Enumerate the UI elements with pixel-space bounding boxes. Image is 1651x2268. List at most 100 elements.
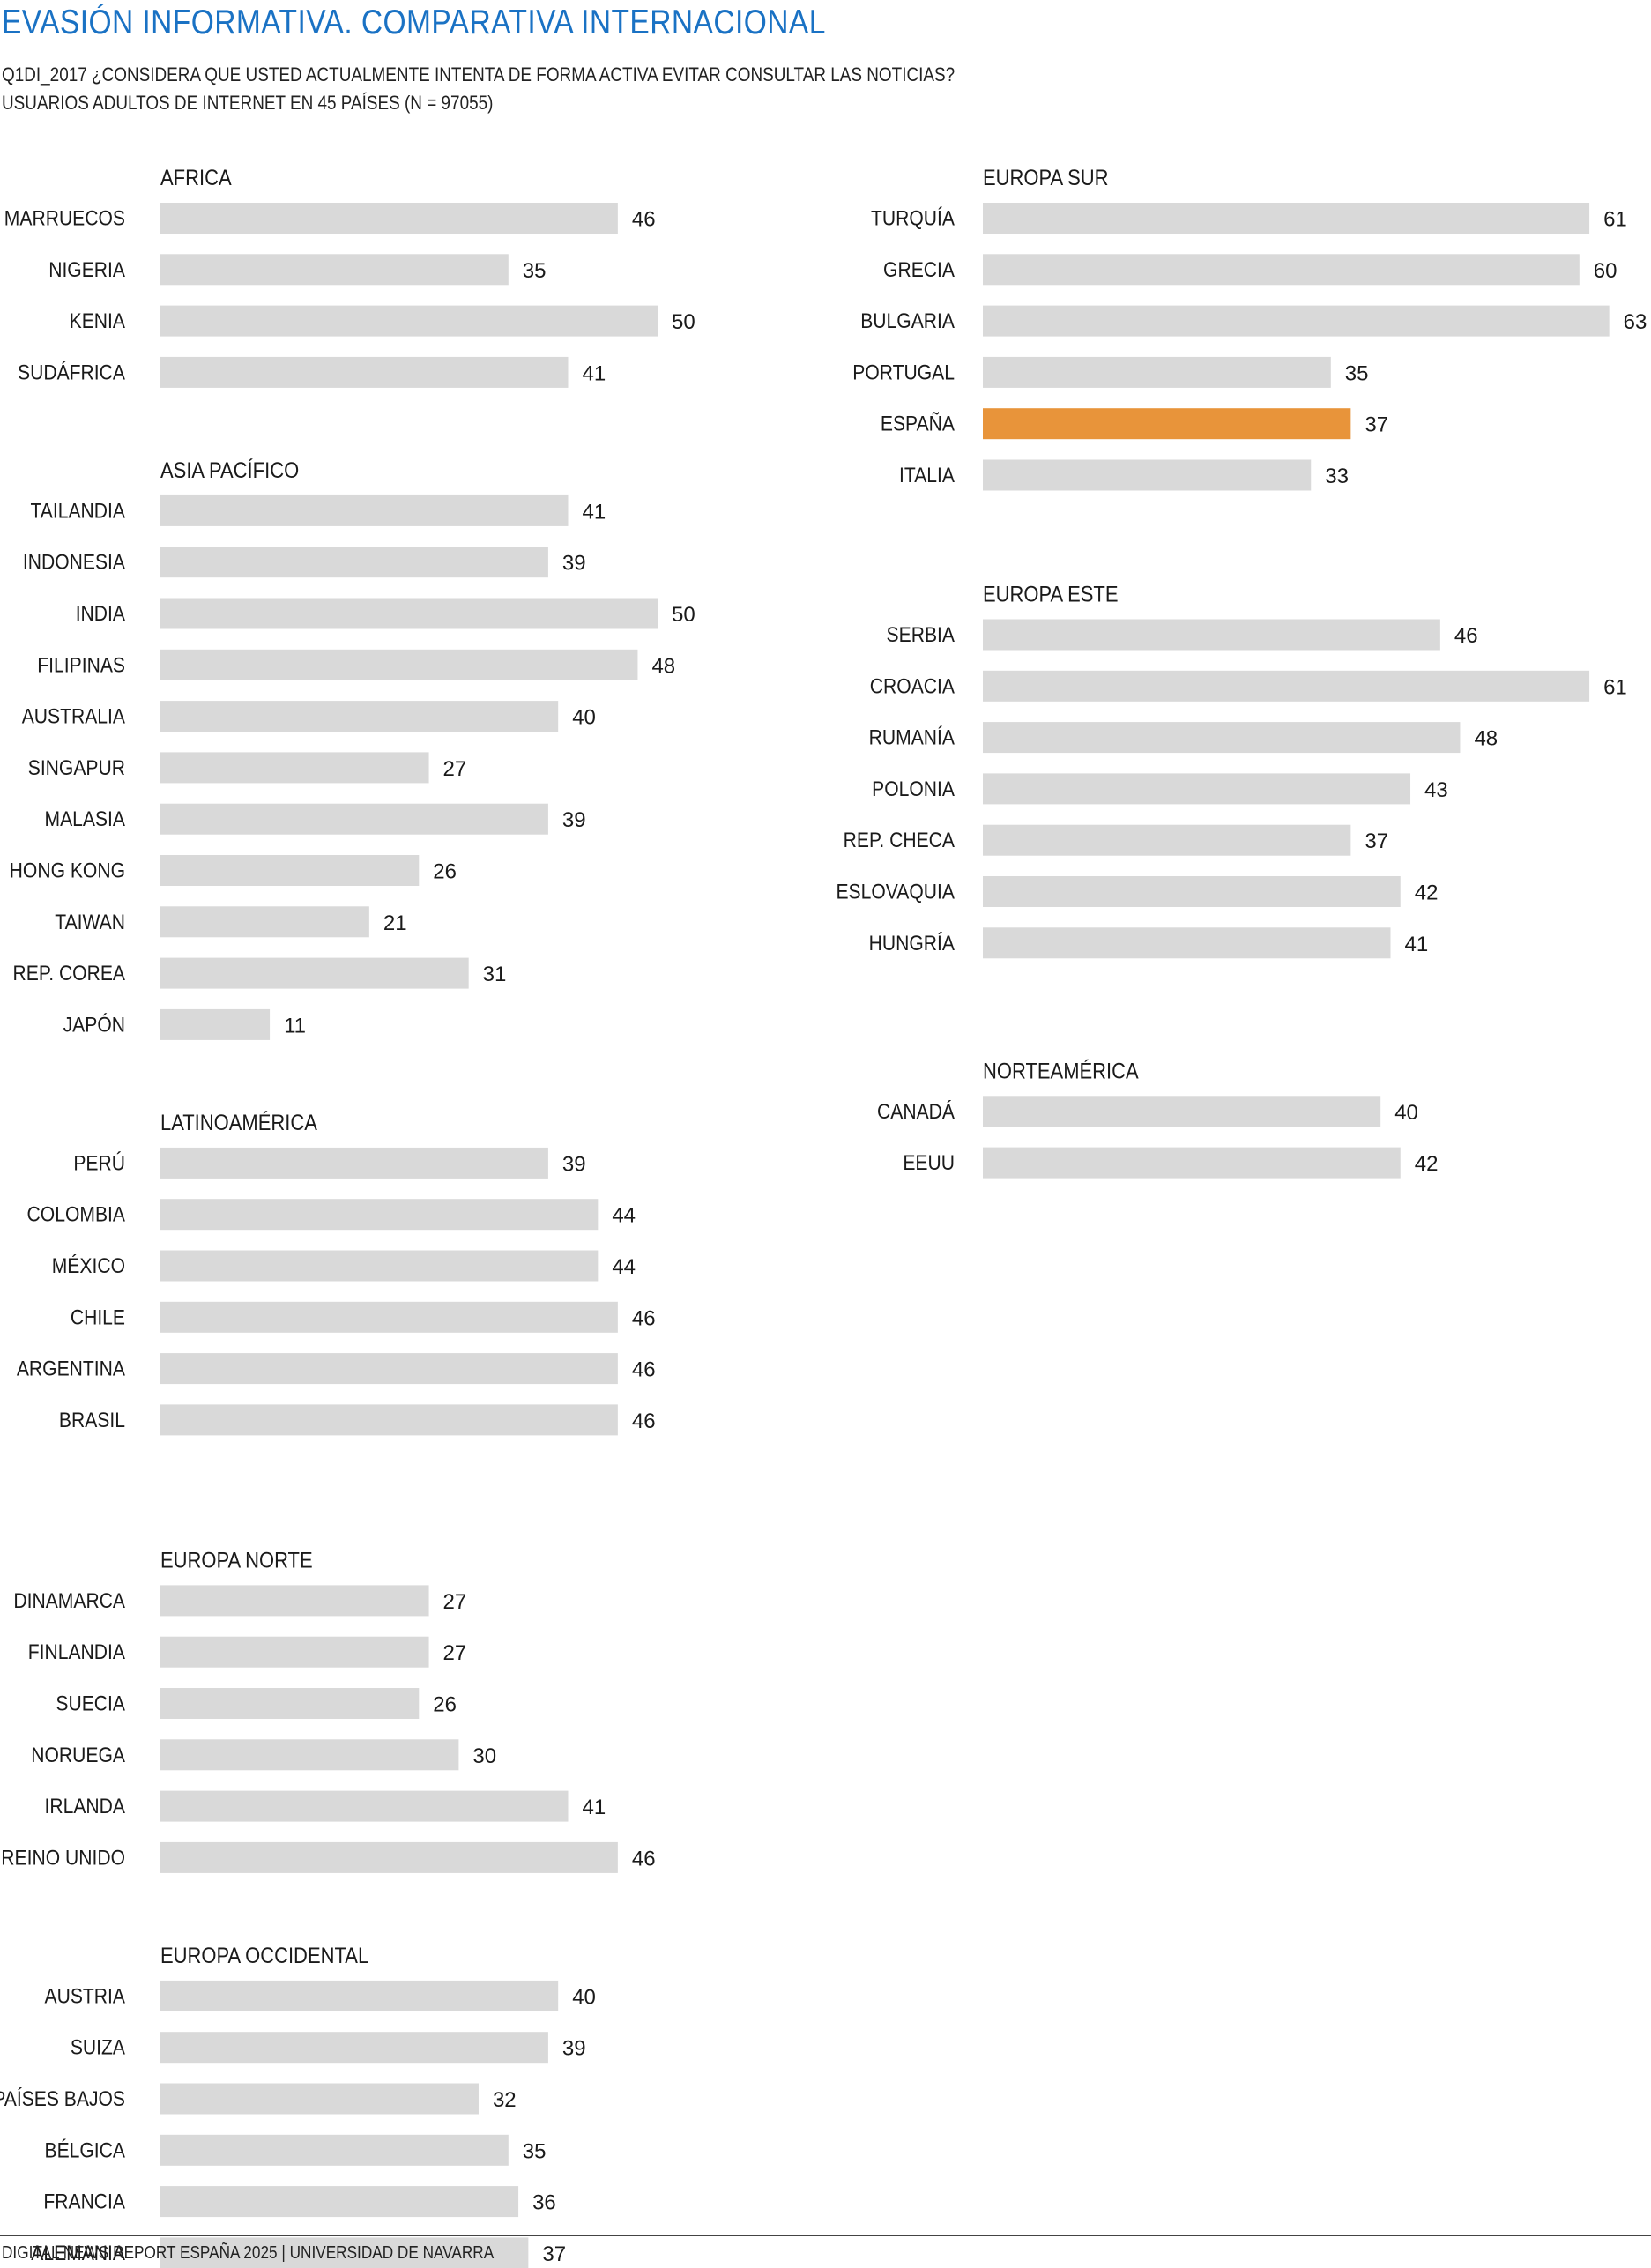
category-label-suiza: SUIZA (71, 2035, 126, 2059)
bar-mexico (160, 1250, 599, 1282)
category-label-nigeria: NIGERIA (48, 258, 126, 282)
value-label-argentina: 46 (632, 1358, 656, 1382)
value-label-rep-corea: 31 (483, 963, 507, 986)
category-label-kenia: KENIA (70, 309, 126, 333)
category-label-india: INDIA (76, 602, 126, 626)
bar-colombia (160, 1199, 599, 1231)
category-label-dinamarca: DINAMARCA (13, 1589, 126, 1613)
bar-indonesia (160, 547, 548, 578)
category-label-rep-corea: REP. COREA (13, 962, 126, 985)
value-label-tailandia: 41 (582, 500, 606, 524)
bar-hungria (983, 927, 1391, 959)
value-label-austria: 40 (572, 1985, 596, 2009)
category-label-reino-unido: REINO UNIDO (1, 1846, 125, 1870)
bar-japon (160, 1008, 271, 1040)
group-header-asia-pacifico: ASIA PACÍFICO (160, 458, 299, 483)
value-label-nigeria: 35 (523, 259, 547, 283)
category-label-irlanda: IRLANDA (45, 1795, 126, 1818)
subtitle-sample: USUARIOS ADULTOS DE INTERNET EN 45 PAÍSE… (2, 92, 494, 114)
bar-kenia (160, 305, 658, 337)
category-label-grecia: GRECIA (883, 258, 956, 282)
category-label-mexico: MÉXICO (52, 1254, 125, 1278)
category-label-eslovaquia: ESLOVAQUIA (836, 880, 955, 903)
category-label-paises-bajos: PAÍSES BAJOS (0, 2087, 125, 2111)
value-label-rumania: 48 (1474, 727, 1498, 751)
value-label-sudafrica: 41 (582, 361, 606, 385)
value-label-hong-kong: 26 (433, 860, 457, 884)
category-label-francia: FRANCIA (43, 2190, 126, 2213)
bar-canada (983, 1096, 1381, 1127)
value-label-singapur: 27 (443, 757, 467, 781)
value-label-espana: 37 (1365, 413, 1388, 437)
value-label-colombia: 44 (612, 1204, 636, 1228)
value-label-filipinas: 48 (651, 654, 675, 678)
bar-bulgaria (983, 305, 1610, 337)
category-label-peru: PERÚ (73, 1151, 125, 1175)
bar-tailandia (160, 494, 569, 526)
value-label-chile: 46 (632, 1306, 656, 1330)
bar-noruega (160, 1739, 459, 1771)
category-label-belgica: BÉLGICA (44, 2138, 125, 2162)
bar-eslovaquia (983, 876, 1401, 907)
category-label-finlandia: FINLANDIA (28, 1640, 126, 1664)
category-label-taiwan: TAIWAN (55, 911, 125, 934)
value-label-australia: 40 (572, 706, 596, 730)
value-label-bulgaria: 63 (1624, 310, 1647, 334)
category-label-serbia: SERBIA (887, 623, 956, 647)
bar-alemania (160, 2237, 529, 2268)
category-label-marruecos: MARRUECOS (4, 206, 125, 230)
category-label-noruega: NORUEGA (31, 1744, 126, 1767)
category-label-portugal: PORTUGAL (852, 361, 955, 384)
value-label-belgica: 35 (523, 2139, 547, 2163)
value-label-malasia: 39 (562, 808, 586, 832)
category-label-japon: JAPÓN (63, 1013, 125, 1037)
category-label-filipinas: FILIPINAS (37, 653, 125, 677)
value-label-canada: 40 (1394, 1101, 1418, 1125)
bar-grecia (983, 254, 1580, 286)
bar-peru (160, 1147, 548, 1179)
group-header-europa-occidental: EUROPA OCCIDENTAL (160, 1944, 368, 1968)
value-label-taiwan: 21 (383, 911, 407, 935)
value-label-serbia: 46 (1454, 624, 1478, 648)
category-label-malasia: MALASIA (44, 807, 125, 831)
value-label-marruecos: 46 (632, 208, 656, 232)
category-label-argentina: ARGENTINA (17, 1357, 126, 1380)
bar-francia (160, 2186, 519, 2218)
value-label-rep-checa: 37 (1365, 829, 1388, 853)
bar-rumania (983, 722, 1461, 754)
category-label-alemania: ALEMANIA (31, 2242, 126, 2265)
subtitle-question: Q1DI_2017 ¿CONSIDERA QUE USTED ACTUALMEN… (2, 63, 956, 86)
category-label-eeuu: EEUU (903, 1151, 955, 1175)
category-label-indonesia: INDONESIA (23, 550, 126, 574)
bar-suiza (160, 2032, 548, 2064)
bar-portugal (983, 356, 1331, 388)
page-title: EVASIÓN INFORMATIVA. COMPARATIVA INTERNA… (2, 4, 826, 41)
group-header-norteamerica: NORTEAMÉRICA (983, 1059, 1139, 1083)
bar-finlandia (160, 1636, 429, 1668)
bar-croacia (983, 670, 1590, 702)
value-label-italia: 33 (1325, 465, 1349, 488)
bar-turquia (983, 203, 1590, 234)
category-label-bulgaria: BULGARIA (860, 309, 956, 333)
category-label-rep-checa: REP. CHECA (844, 829, 956, 852)
bar-irlanda (160, 1790, 569, 1822)
value-label-kenia: 50 (672, 310, 695, 334)
value-label-finlandia: 27 (443, 1641, 467, 1665)
footer-divider (0, 2235, 1651, 2236)
value-label-paises-bajos: 32 (493, 2088, 517, 2112)
value-label-polonia: 43 (1424, 778, 1448, 802)
category-label-canada: CANADÁ (877, 1100, 956, 1124)
category-label-hong-kong: HONG KONG (10, 859, 125, 882)
category-label-hungria: HUNGRÍA (869, 932, 956, 956)
group-header-europa-norte: EUROPA NORTE (160, 1548, 313, 1573)
value-label-francia: 36 (532, 2191, 556, 2215)
category-label-suecia: SUECIA (56, 1692, 125, 1715)
bar-dinamarca (160, 1585, 429, 1617)
value-label-indonesia: 39 (562, 552, 586, 576)
bar-brasil (160, 1404, 618, 1436)
bar-nigeria (160, 254, 509, 286)
value-label-portugal: 35 (1345, 361, 1369, 385)
group-header-europa-este: EUROPA ESTE (983, 582, 1119, 606)
bar-india (160, 598, 658, 629)
bar-polonia (983, 773, 1411, 805)
